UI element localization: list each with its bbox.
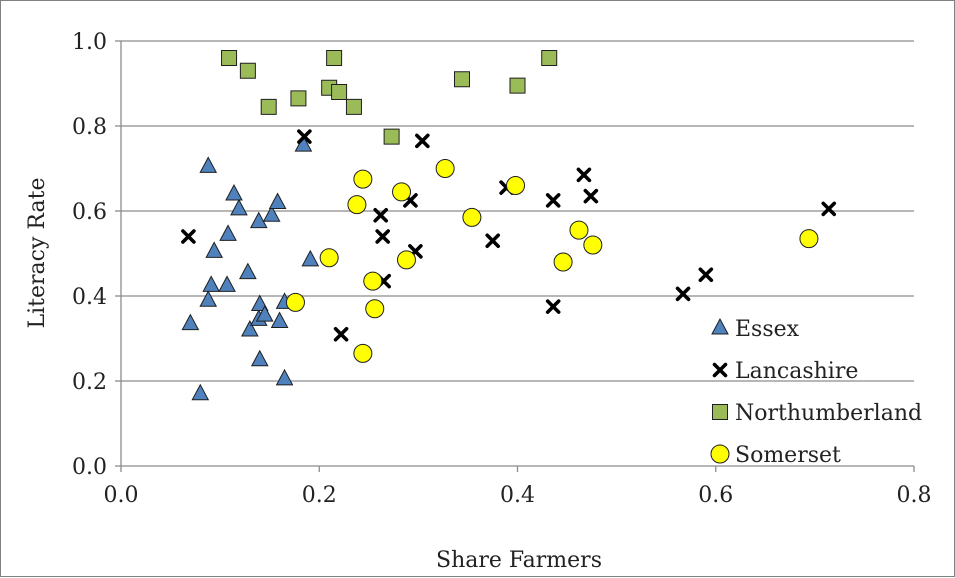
northumberland-point xyxy=(509,77,526,94)
essex-point xyxy=(262,205,281,222)
somerset-point xyxy=(353,169,373,189)
x-tick-label: 0.8 xyxy=(897,483,932,508)
essex-point xyxy=(250,349,269,367)
somerset-point xyxy=(462,207,482,227)
northumberland-point xyxy=(326,50,343,66)
essex-point xyxy=(268,192,287,209)
lancashire-point xyxy=(375,229,390,244)
somerset-point xyxy=(285,292,305,312)
essex-point xyxy=(275,368,294,386)
series-lancashire xyxy=(181,129,837,342)
essex-point xyxy=(202,275,221,292)
lancashire-point xyxy=(373,207,389,223)
legend-label: Lancashire xyxy=(735,359,858,384)
legend-item-somerset: Somerset xyxy=(710,443,841,468)
legend: Essex Lancashire Northumberland Somerset xyxy=(710,317,922,468)
y-tick-label: 0.8 xyxy=(72,115,107,140)
lancashire-point xyxy=(698,267,714,283)
y-tick-label: 0.6 xyxy=(72,200,107,225)
somerset-point xyxy=(347,195,367,215)
somerset-point xyxy=(396,250,416,270)
lancashire-point xyxy=(415,133,430,149)
northumberland-point xyxy=(541,50,558,66)
northumberland-point xyxy=(345,98,362,115)
lancashire-point xyxy=(576,167,592,183)
essex-point xyxy=(301,249,320,267)
y-tick-label: 1.0 xyxy=(72,30,107,55)
y-tick-label: 0.4 xyxy=(72,285,107,310)
essex-point xyxy=(191,383,210,401)
tick-labels: 0.0 0.2 0.4 0.6 0.8 1.0 0.0 0.2 0.4 0.6 0.8 xyxy=(72,30,932,508)
northumberland-point xyxy=(290,90,307,107)
x-tick-label: 0.2 xyxy=(302,483,337,508)
series-essex xyxy=(181,135,320,401)
lancashire-point xyxy=(675,286,691,302)
legend-label: Northumberland xyxy=(735,401,922,426)
lancashire-point xyxy=(333,326,349,342)
essex-point xyxy=(249,211,268,229)
somerset-point xyxy=(583,235,603,255)
lancashire-point xyxy=(297,129,312,144)
essex-point xyxy=(219,224,237,241)
essex-point xyxy=(225,183,243,201)
data-points xyxy=(181,50,837,401)
lancashire-point xyxy=(583,188,599,204)
legend-label: Somerset xyxy=(735,443,841,468)
somerset-point xyxy=(553,252,573,272)
somerset-point xyxy=(319,248,339,268)
somerset-legend-marker xyxy=(710,444,730,464)
somerset-point xyxy=(569,220,589,240)
essex-point xyxy=(230,198,248,216)
legend-item-essex: Essex xyxy=(711,317,800,342)
essex-point xyxy=(205,241,224,258)
northumberland-point xyxy=(260,98,277,115)
essex-point xyxy=(181,313,200,331)
x-axis-title: Share Farmers xyxy=(436,548,602,573)
essex-point xyxy=(255,305,274,322)
northumberland-point xyxy=(453,71,470,88)
northumberland-point xyxy=(221,50,238,66)
somerset-point xyxy=(353,343,373,363)
x-tick-label: 0.4 xyxy=(500,483,535,508)
essex-point xyxy=(239,262,257,280)
somerset-point xyxy=(392,182,412,202)
somerset-point xyxy=(363,271,383,291)
legend-item-lancashire: Lancashire xyxy=(712,359,858,384)
northumberland-legend-marker xyxy=(712,404,728,420)
somerset-point xyxy=(435,159,455,178)
series-northumberland xyxy=(221,50,558,145)
y-tick-label: 0.0 xyxy=(72,455,107,480)
somerset-point xyxy=(799,229,819,249)
somerset-point xyxy=(506,176,526,195)
northumberland-point xyxy=(383,128,400,145)
lancashire-point xyxy=(181,229,196,244)
lancashire-point xyxy=(545,193,561,208)
essex-point xyxy=(199,290,218,307)
series-somerset xyxy=(285,159,819,363)
y-tick-label: 0.2 xyxy=(72,370,107,395)
lancashire-point xyxy=(485,233,501,249)
x-tick-label: 0.6 xyxy=(698,483,733,508)
essex-point xyxy=(218,275,236,292)
grid-lines xyxy=(121,40,914,382)
axes xyxy=(115,40,915,472)
somerset-point xyxy=(365,299,385,319)
legend-item-northumberland: Northumberland xyxy=(712,401,922,426)
lancashire-legend-marker xyxy=(712,362,728,378)
northumberland-point xyxy=(239,62,256,79)
lancashire-point xyxy=(821,201,837,217)
x-tick-label: 0.0 xyxy=(104,483,139,508)
legend-label: Essex xyxy=(735,317,800,342)
essex-point xyxy=(199,156,218,173)
essex-point xyxy=(250,294,269,311)
lancashire-point xyxy=(545,299,561,314)
y-axis-title: Literacy Rate xyxy=(25,178,50,329)
essex-legend-marker xyxy=(711,317,729,335)
essex-point xyxy=(270,311,289,328)
essex-point xyxy=(241,319,259,337)
northumberland-point xyxy=(331,84,348,100)
